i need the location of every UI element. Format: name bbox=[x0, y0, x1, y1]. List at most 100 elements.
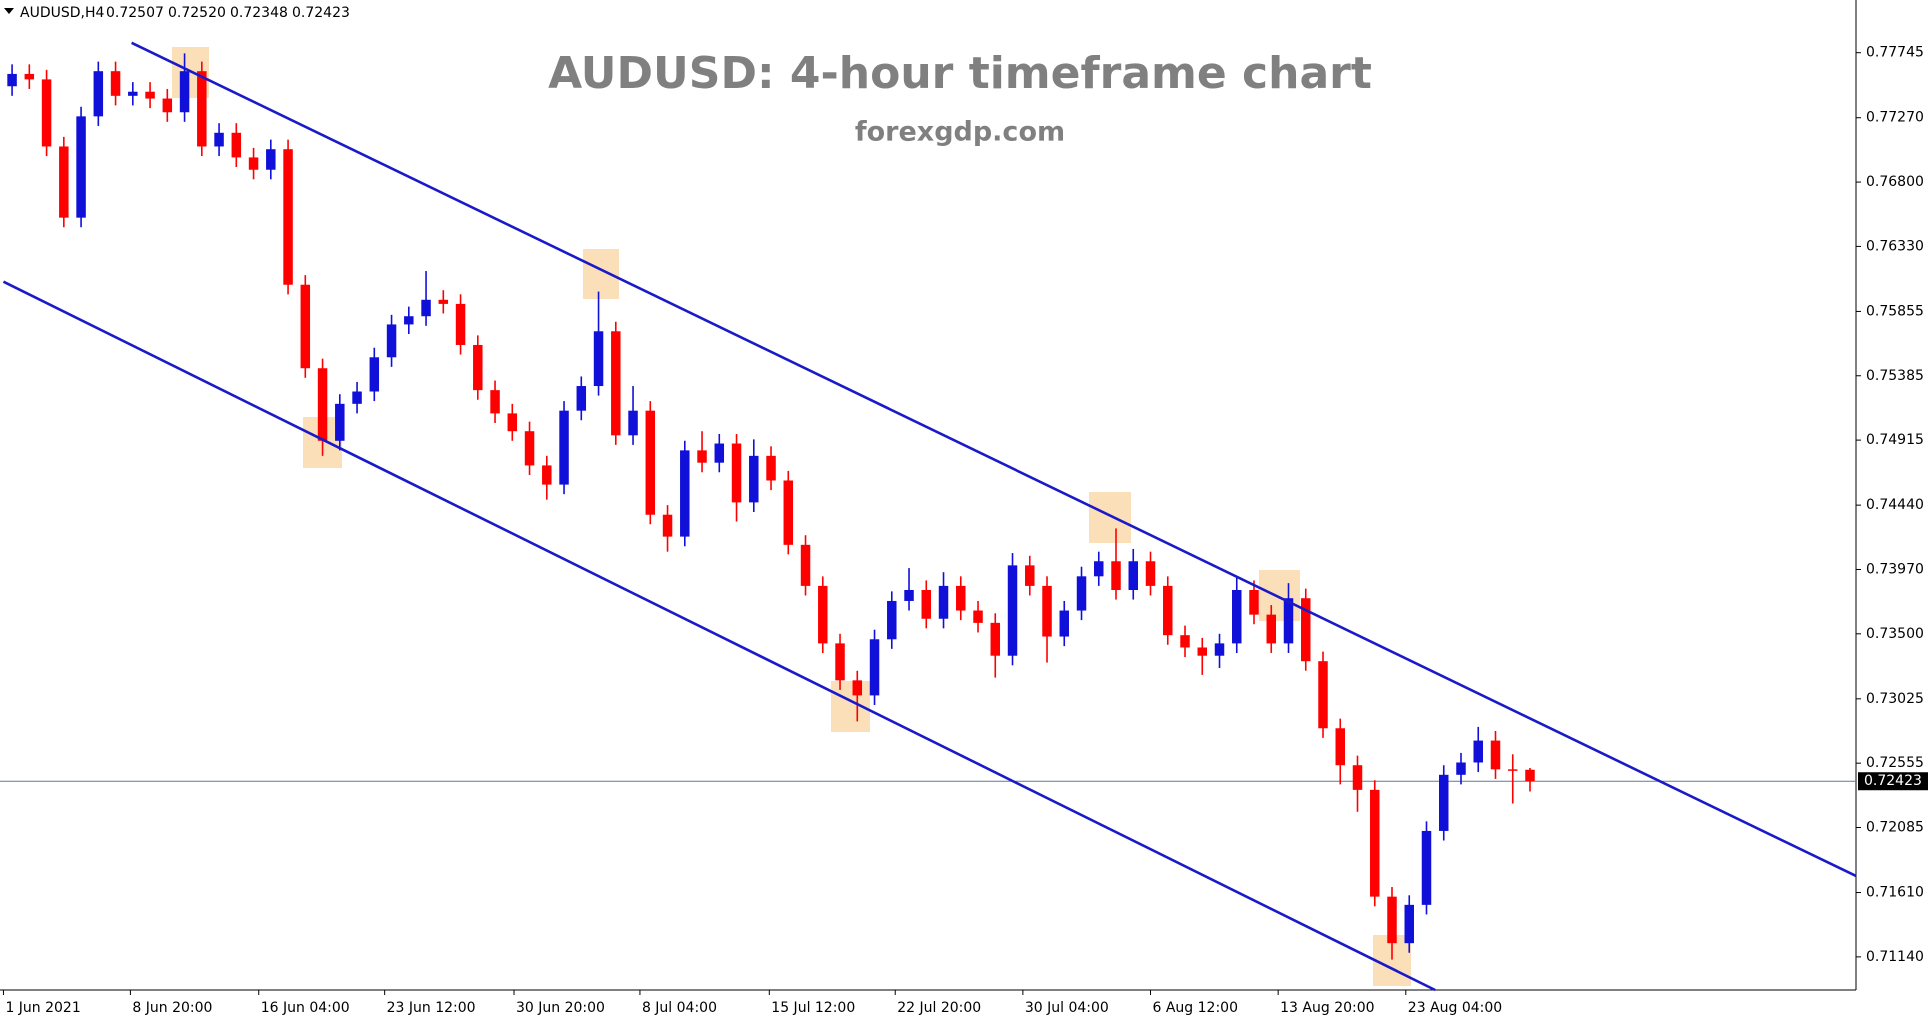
candle-body bbox=[145, 91, 155, 99]
candle-body bbox=[1111, 561, 1121, 591]
y-tick-label: 0.74915 bbox=[1866, 432, 1924, 448]
candle-body bbox=[1214, 643, 1225, 656]
candle-body bbox=[386, 324, 397, 358]
candle-body bbox=[938, 585, 949, 619]
candle-body bbox=[7, 73, 17, 87]
symbol: AUDUSD,H4 bbox=[20, 5, 104, 21]
candle-body bbox=[731, 443, 742, 503]
candle-body bbox=[593, 331, 604, 387]
x-tick-label: 6 Aug 12:00 bbox=[1153, 1000, 1239, 1016]
candle-body bbox=[921, 590, 932, 619]
candle-body bbox=[300, 284, 311, 369]
y-tick-label: 0.73500 bbox=[1866, 626, 1924, 642]
highlight bbox=[1259, 570, 1300, 621]
candle-body bbox=[162, 98, 173, 113]
y-tick-label: 0.76330 bbox=[1866, 238, 1924, 254]
candle-body bbox=[1180, 635, 1190, 648]
candle-body bbox=[1301, 598, 1311, 662]
y-tick-label: 0.74440 bbox=[1866, 497, 1924, 513]
candle-body bbox=[766, 455, 776, 481]
candle-body bbox=[956, 585, 966, 611]
candle-body bbox=[783, 480, 794, 545]
candle-body bbox=[369, 357, 380, 392]
candle-body bbox=[835, 643, 845, 681]
candle-body bbox=[662, 514, 673, 537]
candle-body bbox=[1249, 590, 1259, 615]
candle-body bbox=[128, 91, 138, 96]
candle-body bbox=[1473, 740, 1483, 763]
y-tick-label: 0.71140 bbox=[1866, 949, 1924, 965]
candle-body bbox=[1370, 789, 1380, 897]
candle-body bbox=[1508, 769, 1518, 771]
candle-body bbox=[1145, 561, 1156, 586]
x-tick-label: 8 Jul 04:00 bbox=[642, 1000, 717, 1016]
candle-body bbox=[628, 410, 638, 436]
y-tick-label: 0.72555 bbox=[1866, 755, 1924, 771]
y-tick-label: 0.75855 bbox=[1866, 303, 1924, 319]
candle-body bbox=[1076, 576, 1087, 611]
header-close: 0.72423 bbox=[292, 5, 350, 21]
x-tick-label: 23 Jun 12:00 bbox=[387, 1000, 476, 1016]
candle-body bbox=[352, 391, 362, 404]
x-tick-label: 16 Jun 04:00 bbox=[261, 1000, 350, 1016]
candle-body bbox=[1128, 561, 1139, 591]
candle-body bbox=[887, 600, 897, 640]
candle-body bbox=[1490, 740, 1501, 770]
candle-body bbox=[248, 157, 259, 170]
candle-body bbox=[1352, 765, 1363, 790]
candle-body bbox=[1094, 561, 1104, 577]
candle-body bbox=[283, 149, 293, 285]
candle-body bbox=[1059, 610, 1070, 637]
candle-body bbox=[231, 132, 242, 158]
menu-arrow[interactable] bbox=[4, 8, 14, 14]
candle-body bbox=[800, 544, 811, 586]
header-high: 0.72520 bbox=[168, 5, 226, 21]
candle-body bbox=[404, 316, 414, 325]
candle-body bbox=[24, 73, 35, 80]
candle-body bbox=[1525, 769, 1535, 782]
candle-body bbox=[714, 443, 725, 463]
y-tick-label: 0.77270 bbox=[1866, 110, 1924, 126]
x-tick-label: 13 Aug 20:00 bbox=[1280, 1000, 1374, 1016]
y-tick-label: 0.73970 bbox=[1866, 561, 1924, 577]
candle-body bbox=[59, 146, 69, 218]
highlight bbox=[583, 249, 619, 299]
header-low: 0.72348 bbox=[230, 5, 288, 21]
candle-body bbox=[214, 132, 224, 147]
highlight bbox=[1089, 492, 1131, 543]
candle-body bbox=[179, 71, 190, 113]
candle-body bbox=[1283, 598, 1294, 644]
candle-body bbox=[904, 590, 914, 601]
candle-body bbox=[110, 71, 121, 96]
candle-body bbox=[76, 116, 86, 218]
candle-body bbox=[1007, 565, 1018, 656]
channel-line bbox=[2, 280, 1436, 992]
candle-body bbox=[438, 299, 449, 304]
current-price-box bbox=[1858, 772, 1928, 791]
candle-body bbox=[507, 413, 518, 432]
candle-body bbox=[473, 344, 483, 391]
chart-title: AUDUSD: 4-hour timeframe chart bbox=[548, 48, 1372, 99]
candle-body bbox=[1232, 590, 1242, 644]
current-price-label: 0.72423 bbox=[1864, 773, 1922, 789]
candle-body bbox=[973, 610, 983, 623]
candle-body bbox=[1421, 830, 1432, 905]
candle-body bbox=[542, 465, 552, 485]
candle-body bbox=[818, 585, 828, 644]
candle-body bbox=[749, 455, 759, 503]
x-tick-label: 1 Jun 2021 bbox=[5, 1000, 80, 1016]
y-tick-label: 0.71610 bbox=[1866, 885, 1924, 901]
candle-body bbox=[197, 71, 207, 147]
candle-body bbox=[524, 431, 535, 466]
candle-body bbox=[680, 450, 690, 537]
y-tick-label: 0.75385 bbox=[1866, 368, 1924, 384]
candle-body bbox=[1197, 647, 1208, 656]
candle-body bbox=[455, 303, 466, 345]
candle-body bbox=[697, 450, 707, 463]
candle-body bbox=[1456, 762, 1466, 775]
candle-body bbox=[335, 403, 345, 441]
candle-body bbox=[1387, 896, 1397, 944]
y-tick-label: 0.77745 bbox=[1866, 45, 1924, 61]
candle-body bbox=[645, 410, 656, 515]
x-tick-label: 30 Jun 20:00 bbox=[516, 1000, 605, 1016]
